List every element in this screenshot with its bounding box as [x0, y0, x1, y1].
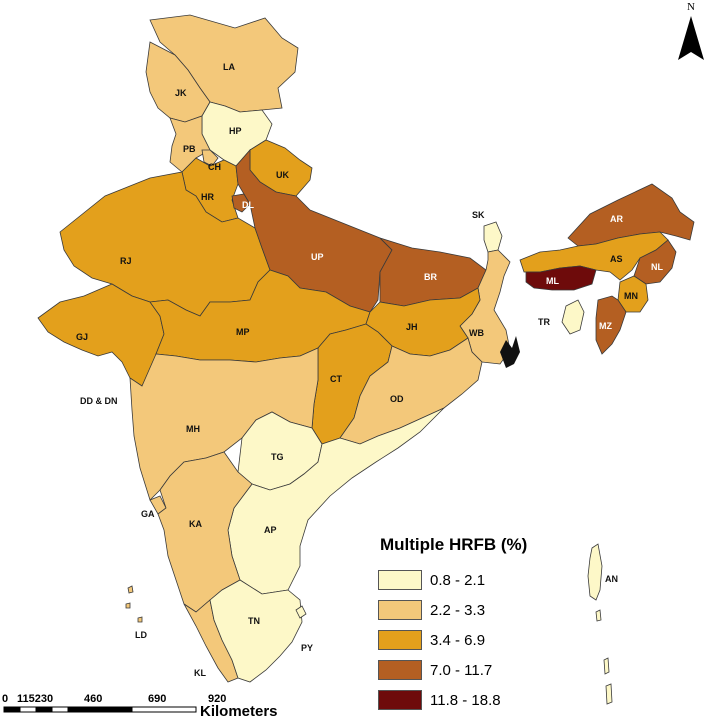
- label-KA: KA: [189, 519, 202, 529]
- label-MN: MN: [624, 291, 638, 301]
- label-CH: CH: [208, 162, 221, 172]
- legend-label: 7.0 - 11.7: [430, 661, 493, 679]
- label-AN: AN: [605, 574, 618, 584]
- scale-tick-0: 0: [2, 693, 8, 705]
- state-CH: [201, 149, 219, 167]
- state-AN: [587, 543, 613, 705]
- label-TN: TN: [248, 616, 260, 626]
- legend-item: 0.8 - 2.1: [378, 565, 598, 595]
- scale-tick-1: 115230: [17, 693, 53, 705]
- label-DL: DL: [242, 200, 254, 210]
- label-AP: AP: [264, 525, 277, 535]
- label-AS: AS: [610, 254, 623, 264]
- scale-bar: 0 115230 460 690 920 Kilometers: [2, 693, 278, 720]
- label-CT: CT: [330, 374, 342, 384]
- scale-unit: Kilometers: [200, 703, 278, 720]
- label-JK: JK: [175, 88, 187, 98]
- label-MH: MH: [186, 424, 200, 434]
- legend-swatch: [378, 600, 422, 620]
- label-HP: HP: [229, 126, 242, 136]
- label-BR: BR: [424, 272, 437, 282]
- label-WB: WB: [469, 328, 484, 338]
- state-MZ: [595, 295, 627, 355]
- map-legend: Multiple HRFB (%) 0.8 - 2.1 2.2 - 3.3 3.4 …: [378, 535, 598, 715]
- legend-swatch: [378, 660, 422, 680]
- state-LD: [125, 585, 143, 623]
- sundarbans-coast: [500, 336, 520, 368]
- legend-item: 11.8 - 18.8: [378, 685, 598, 715]
- state-TN: [209, 579, 303, 683]
- legend-item: 2.2 - 3.3: [378, 595, 598, 625]
- label-ML: ML: [546, 276, 559, 286]
- state-SK: [483, 221, 503, 253]
- scale-tick-4: 920: [208, 693, 226, 705]
- label-JH: JH: [406, 322, 418, 332]
- legend-label: 3.4 - 6.9: [430, 631, 486, 649]
- label-RJ: RJ: [120, 256, 132, 266]
- north-arrow-label: N: [687, 1, 695, 13]
- legend-item: 7.0 - 11.7: [378, 655, 598, 685]
- state-labels: LA JK HP PB CH UK HR DL RJ UP BR SK AR A…: [76, 62, 663, 678]
- state-ML: [525, 265, 597, 291]
- legend-swatch: [378, 570, 422, 590]
- legend-swatch: [378, 630, 422, 650]
- state-TR: [561, 299, 585, 335]
- label-PY: PY: [301, 643, 313, 653]
- label-TG: TG: [271, 452, 284, 462]
- state-PY: [295, 605, 307, 619]
- scale-tick-2: 460: [84, 693, 102, 705]
- north-arrow-icon: [678, 16, 704, 60]
- legend-title: Multiple HRFB (%): [380, 535, 528, 554]
- label-SK: SK: [472, 210, 485, 220]
- label-TR: TR: [538, 317, 550, 327]
- legend-label: 2.2 - 3.3: [430, 601, 486, 619]
- label-UK: UK: [276, 170, 289, 180]
- label-PB: PB: [183, 144, 196, 154]
- scale-tick-3: 690: [148, 693, 166, 705]
- label-LA: LA: [223, 62, 235, 72]
- label-AR: AR: [610, 214, 623, 224]
- legend-label: 11.8 - 18.8: [430, 691, 501, 709]
- label-MP: MP: [236, 327, 250, 337]
- label-KL: KL: [194, 668, 206, 678]
- state-DL: [231, 193, 251, 213]
- state-AP: [227, 407, 445, 595]
- label-UP: UP: [311, 252, 324, 262]
- legend-swatch: [378, 690, 422, 710]
- legend-item: 3.4 - 6.9: [378, 625, 598, 655]
- label-OD: OD: [390, 394, 404, 404]
- label-GA: GA: [141, 509, 155, 519]
- label-MZ: MZ: [599, 321, 612, 331]
- label-LD: LD: [135, 630, 147, 640]
- label-GJ: GJ: [76, 332, 88, 342]
- label-DD-DN: DD & DN: [80, 396, 118, 406]
- legend-label: 0.8 - 2.1: [430, 571, 486, 589]
- label-NL: NL: [651, 262, 663, 272]
- north-arrow: N: [678, 1, 704, 60]
- label-HR: HR: [201, 192, 214, 202]
- scale-bar-segments: [3, 706, 197, 713]
